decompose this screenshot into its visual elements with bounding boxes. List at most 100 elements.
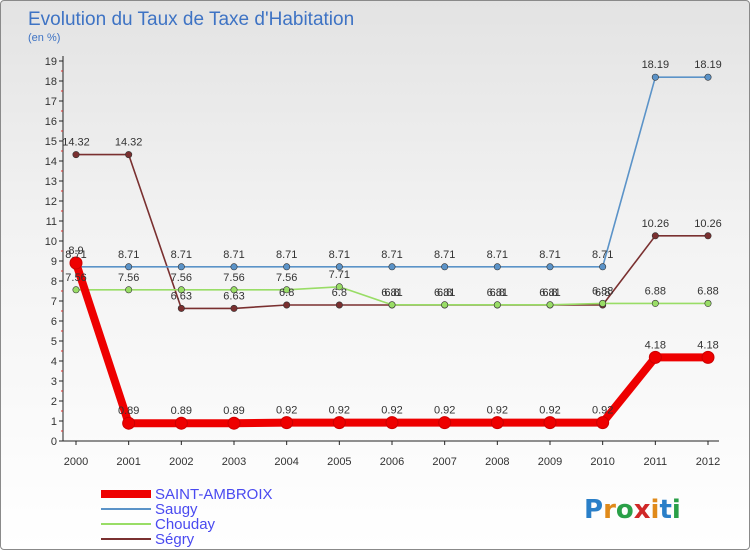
data-point-saugy xyxy=(177,263,185,271)
data-point-s-gry xyxy=(230,304,238,312)
y-tick-label: 8 xyxy=(51,276,57,288)
y-tick-label: 13 xyxy=(45,176,57,188)
data-label-saugy: 8.71 xyxy=(329,249,350,261)
x-tick-label: 2000 xyxy=(64,456,88,468)
data-point-chouday xyxy=(177,286,185,294)
data-point-s-gry xyxy=(177,304,185,312)
data-point-saint-ambroix xyxy=(543,416,557,430)
y-tick-label: 10 xyxy=(45,236,57,248)
data-point-chouday xyxy=(599,299,607,307)
proxiti-logo: Proxiti xyxy=(584,495,681,525)
y-tick-label: 6 xyxy=(51,316,57,328)
data-point-chouday xyxy=(441,301,449,309)
y-tick-label: 19 xyxy=(45,56,57,68)
legend-label: Saugy xyxy=(155,501,198,518)
y-tick-label: 9 xyxy=(51,256,57,268)
y-tick-label: 2 xyxy=(51,396,57,408)
data-point-saugy xyxy=(651,73,659,81)
data-point-saint-ambroix xyxy=(122,416,136,430)
y-tick-label: 7 xyxy=(51,296,57,308)
data-label-chouday: 7.56 xyxy=(276,272,297,284)
y-tick-label: 18 xyxy=(45,76,57,88)
x-tick-label: 2005 xyxy=(327,456,351,468)
data-label-chouday: 7.56 xyxy=(65,272,86,284)
data-point-chouday xyxy=(704,299,712,307)
data-point-chouday xyxy=(72,286,80,294)
data-label-saugy: 8.71 xyxy=(592,249,613,261)
data-label-saugy: 8.71 xyxy=(434,249,455,261)
y-tick-label: 17 xyxy=(45,96,57,108)
data-label-s-gry: 6.63 xyxy=(171,290,192,302)
data-point-s-gry xyxy=(335,301,343,309)
x-tick-label: 2010 xyxy=(590,456,614,468)
data-label-saugy: 8.71 xyxy=(171,249,192,261)
data-label-s-gry: 6.63 xyxy=(223,290,244,302)
y-tick-label: 0 xyxy=(51,436,57,448)
x-tick-label: 2006 xyxy=(380,456,404,468)
data-label-s-gry: 14.32 xyxy=(62,137,90,149)
data-label-s-gry: 6.8 xyxy=(595,287,610,299)
x-tick-label: 2012 xyxy=(696,456,720,468)
legend-label: Chouday xyxy=(155,516,216,533)
x-tick-label: 2009 xyxy=(538,456,562,468)
y-tick-label: 5 xyxy=(51,336,57,348)
data-point-saugy xyxy=(441,263,449,271)
data-labels: 14.32 14.326.63 6.63 6.8 6.8 6.8 6.8 6.8 6.8 6.81… xyxy=(62,59,722,417)
data-label-saint-ambroix: 0.92 xyxy=(381,405,402,417)
data-point-chouday xyxy=(283,286,291,294)
data-label-chouday: 6.88 xyxy=(592,285,613,297)
logo-text: Proxiti xyxy=(584,495,681,525)
data-label-saint-ambroix: 8.9 xyxy=(68,245,83,257)
logo-letter: o xyxy=(616,495,634,525)
data-label-saint-ambroix: 0.92 xyxy=(487,405,508,417)
data-label-saugy: 18.19 xyxy=(694,59,722,71)
data-point-saint-ambroix xyxy=(174,416,188,430)
data-label-saint-ambroix: 0.89 xyxy=(118,405,139,417)
data-label-s-gry: 14.32 xyxy=(115,137,143,149)
legend-label: SAINT-AMBROIX xyxy=(155,486,273,503)
data-label-chouday: 6.88 xyxy=(645,285,666,297)
x-tick-label: 2011 xyxy=(644,456,668,468)
legend-label: Ségry xyxy=(155,531,195,548)
data-point-saint-ambroix xyxy=(648,350,662,364)
data-point-saugy xyxy=(230,263,238,271)
data-point-s-gry xyxy=(651,232,659,240)
data-label-s-gry: 10.26 xyxy=(642,218,670,230)
y-tick-label: 3 xyxy=(51,376,57,388)
y-tick-label: 14 xyxy=(45,156,57,168)
data-point-chouday xyxy=(388,301,396,309)
y-tick-label: 1 xyxy=(51,416,57,428)
y-tick-label: 4 xyxy=(51,356,57,368)
data-point-saugy xyxy=(546,263,554,271)
data-label-saugy: 18.19 xyxy=(642,59,670,71)
y-tick-label: 15 xyxy=(45,136,57,148)
data-label-chouday: 6.88 xyxy=(697,285,718,297)
data-point-saint-ambroix xyxy=(280,416,294,430)
x-tick-label: 2003 xyxy=(222,456,246,468)
data-label-chouday: 6.81 xyxy=(539,287,560,299)
data-label-saugy: 8.71 xyxy=(539,249,560,261)
data-point-saint-ambroix xyxy=(438,416,452,430)
y-tick-label: 12 xyxy=(45,196,57,208)
logo-letter: x xyxy=(634,495,651,525)
data-label-saugy: 8.71 xyxy=(223,249,244,261)
x-tick-label: 2004 xyxy=(274,456,298,468)
data-label-chouday: 7.56 xyxy=(118,272,139,284)
data-point-chouday xyxy=(546,301,554,309)
data-label-saugy: 8.71 xyxy=(487,249,508,261)
logo-letter: i xyxy=(672,495,681,525)
chart-subtitle: (en %) xyxy=(28,32,60,44)
data-label-chouday: 7.56 xyxy=(171,272,192,284)
data-label-saint-ambroix: 0.92 xyxy=(329,405,350,417)
x-tick-label: 2007 xyxy=(432,456,456,468)
data-point-chouday xyxy=(230,286,238,294)
data-label-saint-ambroix: 4.18 xyxy=(645,339,666,351)
data-point-chouday xyxy=(125,286,133,294)
data-label-s-gry: 6.8 xyxy=(542,287,557,299)
data-point-saugy xyxy=(335,263,343,271)
data-point-saint-ambroix xyxy=(701,350,715,364)
logo-letter: r xyxy=(603,495,616,525)
data-point-saugy xyxy=(283,263,291,271)
